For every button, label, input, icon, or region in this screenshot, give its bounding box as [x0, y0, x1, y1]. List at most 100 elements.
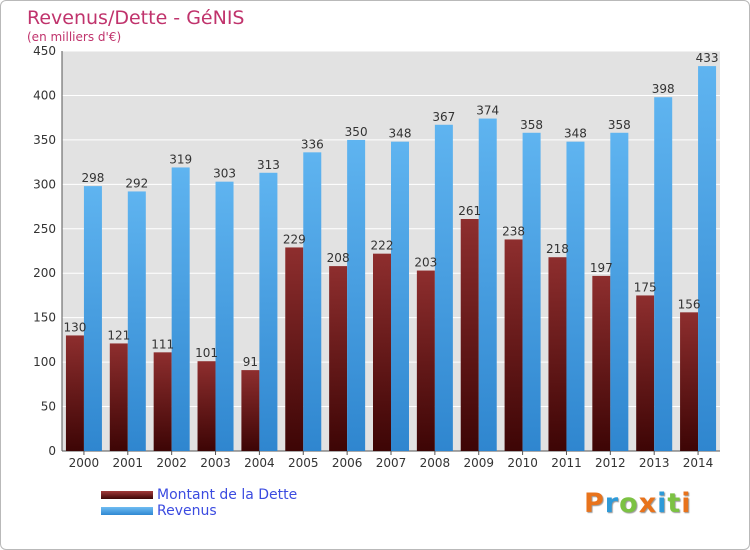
y-tick-label: 100	[33, 355, 56, 369]
debt-data-label: 203	[414, 256, 437, 270]
revenue-bar	[391, 141, 409, 451]
revenue-bar	[654, 97, 673, 451]
x-tick-label: 2000	[69, 456, 100, 470]
debt-bar	[285, 247, 304, 451]
logo-letter: i	[681, 488, 692, 519]
legend-swatch-revenue	[101, 507, 153, 515]
x-tick-label: 2008	[420, 456, 451, 470]
revenue-data-label: 367	[432, 110, 455, 124]
y-tick-label: 250	[33, 222, 56, 236]
revenue-data-label: 313	[257, 158, 280, 172]
y-tick-label: 350	[33, 133, 56, 147]
debt-bar	[504, 239, 523, 451]
debt-data-label: 229	[283, 232, 306, 246]
debt-bar	[241, 370, 260, 451]
debt-bar	[416, 270, 435, 451]
debt-data-label: 175	[634, 280, 657, 294]
debt-data-label: 238	[502, 224, 525, 238]
y-tick-label: 200	[33, 266, 56, 280]
revenue-data-label: 374	[476, 104, 499, 118]
x-tick-label: 2014	[683, 456, 714, 470]
debt-data-label: 101	[195, 346, 218, 360]
revenue-data-label: 292	[125, 176, 148, 190]
debt-bar	[548, 257, 567, 451]
x-tick-label: 2004	[244, 456, 275, 470]
y-tick-label: 50	[41, 400, 56, 414]
debt-bar	[197, 361, 216, 451]
y-tick-label: 0	[48, 444, 56, 458]
debt-data-label: 121	[107, 328, 130, 342]
logo-letter: P	[584, 488, 605, 519]
debt-data-label: 91	[243, 355, 258, 369]
x-tick-label: 2003	[200, 456, 231, 470]
legend-item-revenue: Revenus	[101, 503, 217, 519]
debt-data-label: 261	[458, 204, 481, 218]
legend-swatch-debt	[101, 491, 153, 499]
logo-letter: t	[667, 488, 682, 519]
revenue-data-label: 298	[81, 171, 104, 185]
revenue-bar	[259, 172, 278, 451]
revenue-data-label: 303	[213, 167, 236, 181]
chart-title: Revenus/Dette - GéNIS	[27, 7, 245, 29]
x-tick-label: 2001	[113, 456, 144, 470]
x-tick-label: 2010	[507, 456, 538, 470]
x-tick-label: 2013	[639, 456, 670, 470]
revenue-data-label: 350	[345, 125, 368, 139]
debt-bar	[680, 312, 699, 451]
revenue-bar	[83, 186, 102, 451]
revenue-bar	[478, 118, 497, 452]
logo-letter: o	[619, 488, 639, 519]
revenue-bar	[215, 181, 234, 451]
revenue-bar	[171, 167, 190, 451]
x-tick-label: 2007	[376, 456, 407, 470]
legend-label-revenue: Revenus	[157, 503, 217, 519]
debt-bar	[153, 352, 172, 451]
revenue-bar	[522, 132, 541, 451]
logo-letter: x	[638, 488, 658, 519]
debt-data-label: 130	[63, 320, 86, 334]
revenue-bar	[610, 132, 629, 451]
y-tick-label: 300	[33, 177, 56, 191]
revenue-data-label: 348	[389, 127, 412, 141]
x-tick-label: 2002	[156, 456, 187, 470]
debt-bar	[109, 343, 128, 451]
y-tick-label: 400	[33, 88, 56, 102]
revenue-bar	[566, 141, 585, 451]
y-tick-label: 450	[33, 44, 56, 58]
revenue-data-label: 319	[169, 152, 192, 166]
revenue-data-label: 433	[696, 51, 719, 65]
debt-bar	[373, 253, 391, 451]
debt-data-label: 208	[327, 251, 350, 265]
revenue-bar	[698, 66, 717, 451]
revenue-data-label: 336	[301, 137, 324, 151]
legend-label-debt: Montant de la Dette	[157, 487, 298, 503]
debt-data-label: 197	[590, 261, 613, 275]
proxiti-logo: Proxiti	[584, 488, 692, 519]
debt-data-label: 222	[371, 239, 394, 253]
logo-letter: i	[657, 488, 668, 519]
revenue-bar	[347, 139, 366, 451]
revenue-bar	[127, 191, 146, 451]
x-tick-label: 2005	[288, 456, 319, 470]
x-tick-label: 2009	[463, 456, 494, 470]
x-tick-label: 2006	[332, 456, 363, 470]
debt-bar	[592, 275, 611, 451]
debt-bar	[329, 266, 348, 451]
debt-bar	[65, 335, 84, 451]
logo-letter: r	[604, 488, 620, 519]
x-tick-label: 2012	[595, 456, 626, 470]
chart-subtitle: (en milliers d'€)	[27, 30, 122, 44]
revenue-bar	[303, 152, 322, 452]
revenue-data-label: 348	[564, 127, 587, 141]
x-tick-label: 2011	[551, 456, 582, 470]
debt-bar	[460, 219, 479, 451]
debt-bar	[636, 295, 655, 451]
debt-data-label: 218	[546, 242, 569, 256]
revenue-bar	[434, 124, 453, 452]
debt-data-label: 156	[678, 297, 701, 311]
debt-data-label: 111	[151, 337, 174, 351]
revenue-data-label: 358	[608, 118, 631, 132]
y-tick-label: 150	[33, 311, 56, 325]
